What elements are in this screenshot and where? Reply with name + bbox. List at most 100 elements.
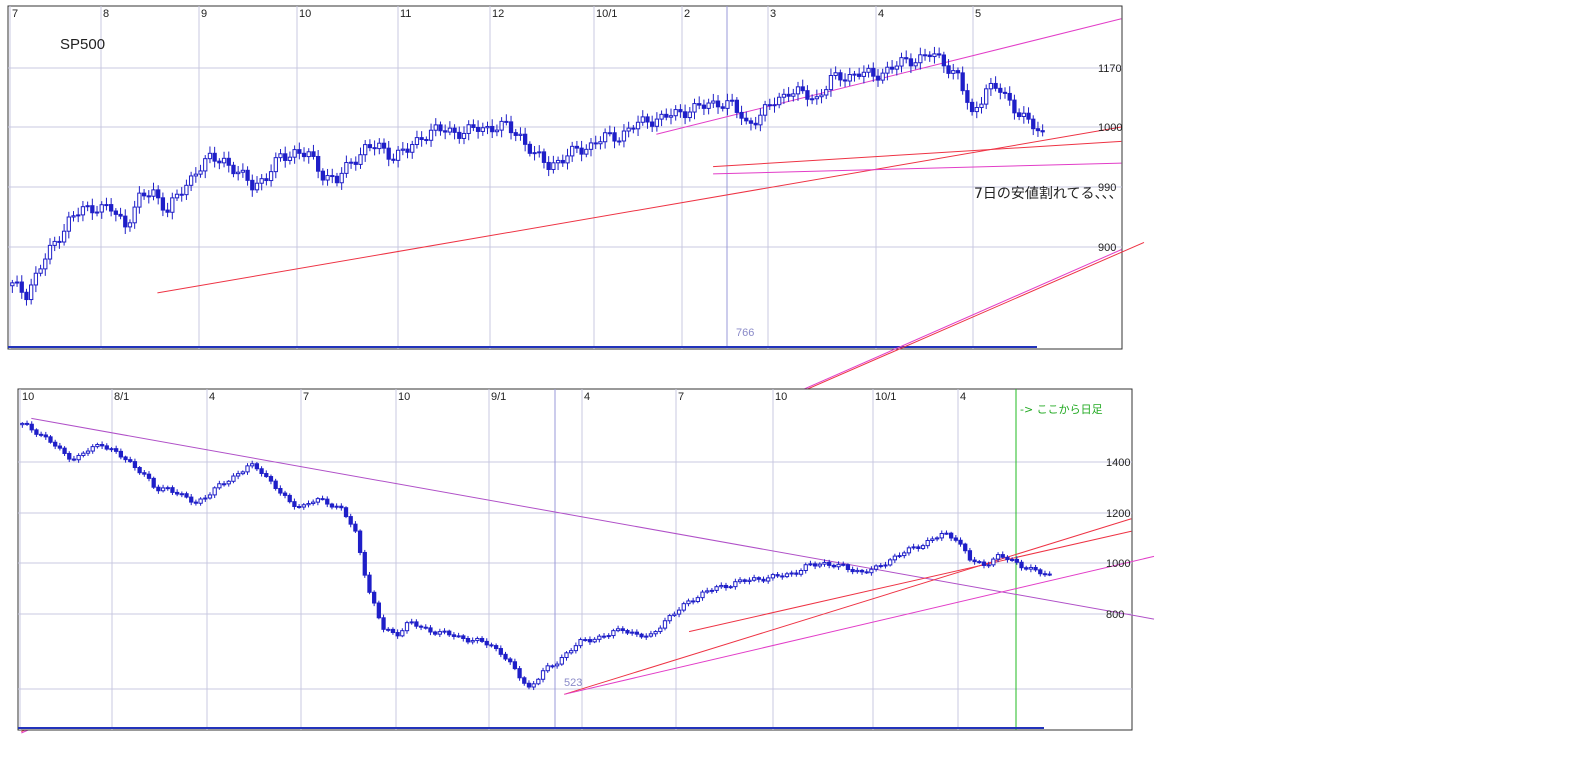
candle-body (315, 498, 321, 503)
candle-body (170, 487, 175, 493)
candle-body (673, 109, 678, 117)
candle-body (447, 630, 452, 636)
candle-body (52, 240, 57, 246)
candle-body (857, 73, 862, 77)
candle-body (650, 121, 655, 127)
candle-body (770, 574, 776, 579)
candle-body (198, 498, 203, 504)
candle-body (179, 493, 184, 496)
candle-body (537, 151, 542, 154)
candle-body (348, 161, 354, 164)
candle-body (587, 639, 593, 643)
chart-bottom-labels: 10 8/1 4 7 10 9/1 4 7 10 10/1 4 1400 1200 1000 800 (22, 391, 1130, 621)
candle-body (475, 637, 480, 642)
candle-body (913, 62, 918, 67)
candle-body (353, 523, 358, 532)
candle-body (831, 564, 837, 568)
candle-body (424, 139, 429, 142)
candle-body (845, 564, 851, 571)
candle-body (414, 621, 419, 627)
candle-body (709, 589, 715, 592)
chart-bottom: 10 8/1 4 7 10 9/1 4 7 10 10/1 4 1400 1200 1000 800 523… (17, 388, 1155, 731)
candle-body (264, 472, 269, 478)
candle-body (62, 447, 67, 454)
candle-body (892, 555, 897, 561)
candle-body (615, 628, 621, 632)
candle-body (1012, 99, 1017, 114)
candle-body (902, 552, 907, 557)
candle-body (231, 475, 236, 482)
candle-body (292, 149, 297, 158)
candle-body (639, 633, 644, 638)
candle-body (254, 182, 260, 191)
candle-body (283, 153, 288, 161)
candle-body (1019, 561, 1024, 569)
candle-body (922, 54, 928, 57)
x-tick-label: 2 (684, 8, 690, 20)
candle-body (268, 171, 274, 182)
candle-body (118, 450, 123, 458)
candle-body (423, 626, 428, 629)
candle-body (767, 104, 772, 107)
candle-body (794, 572, 799, 575)
candle-body (53, 441, 58, 447)
candle-body (254, 463, 260, 470)
x-tick-label: 3 (770, 8, 776, 20)
candle-body (320, 498, 325, 501)
candle-body (540, 670, 546, 680)
chart-bottom-cursor-label: 523 (564, 677, 582, 689)
candle-body (822, 561, 827, 565)
candle-body (753, 122, 758, 126)
candle-body (395, 149, 401, 161)
candle-body (836, 563, 841, 568)
candle-body (653, 631, 658, 635)
candle-body (551, 162, 556, 170)
candle-body (1009, 558, 1015, 561)
candle-body (974, 107, 979, 113)
candle-body (934, 537, 940, 540)
candle-body (692, 103, 697, 113)
candle-body (273, 157, 278, 173)
candle-body (316, 155, 321, 172)
candle-body (503, 653, 508, 660)
candle-body (48, 436, 53, 443)
candle-body (198, 170, 203, 175)
candle-body (273, 480, 278, 489)
trend-line (31, 417, 1155, 620)
candle-body (132, 206, 137, 224)
x-tick-label: 7 (12, 8, 18, 20)
candle-body (908, 58, 914, 67)
candle-body (113, 210, 118, 215)
candle-body (780, 575, 785, 578)
candle-body (584, 148, 589, 155)
candle-body (701, 104, 707, 109)
x-tick-label: 10 (398, 391, 410, 403)
candle-body (664, 113, 669, 118)
candle-body (531, 683, 536, 688)
candle-body (329, 503, 335, 508)
candle-body (76, 214, 81, 217)
candle-body (1031, 118, 1036, 130)
candle-body (800, 86, 805, 92)
candle-body (245, 465, 250, 473)
candle-body (630, 631, 635, 634)
candle-body (871, 67, 876, 77)
candle-body (189, 496, 194, 503)
candle-body (977, 561, 982, 564)
candle-body (484, 640, 489, 646)
candle-body (841, 563, 846, 566)
candle-body (593, 142, 598, 145)
candle-body (560, 159, 565, 164)
candle-body (527, 143, 532, 154)
candle-body (141, 192, 147, 197)
candle-body (1024, 567, 1029, 570)
candle-body (953, 537, 958, 541)
candle-body (1014, 558, 1019, 563)
candle-body (493, 645, 499, 650)
candle-body (812, 563, 818, 567)
candle-body (296, 506, 302, 509)
candle-body (777, 96, 782, 106)
candle-body (644, 635, 649, 638)
candle-body (744, 117, 749, 122)
